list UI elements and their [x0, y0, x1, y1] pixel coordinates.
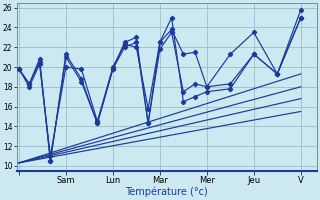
X-axis label: Température (°c): Température (°c): [125, 187, 208, 197]
